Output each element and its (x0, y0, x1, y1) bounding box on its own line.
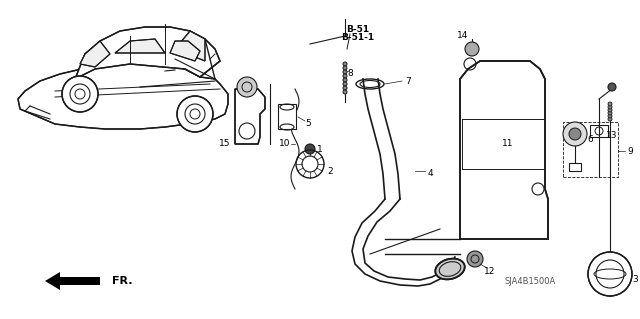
Circle shape (343, 70, 347, 74)
Circle shape (608, 114, 612, 118)
Circle shape (62, 76, 98, 112)
Text: 13: 13 (606, 130, 618, 139)
Circle shape (569, 128, 581, 140)
Text: B-51: B-51 (346, 25, 369, 33)
Bar (563, 122, 618, 177)
Circle shape (237, 77, 257, 97)
Circle shape (465, 42, 479, 56)
Text: 15: 15 (220, 139, 231, 149)
Circle shape (608, 117, 612, 121)
Polygon shape (170, 41, 200, 61)
Bar (590, 125, 608, 137)
Text: 14: 14 (458, 32, 468, 41)
Text: 12: 12 (484, 266, 496, 276)
Polygon shape (115, 39, 165, 53)
Circle shape (588, 252, 632, 296)
Text: 5: 5 (305, 120, 311, 129)
Text: 8: 8 (347, 70, 353, 78)
Polygon shape (235, 89, 265, 144)
Circle shape (608, 108, 612, 112)
Polygon shape (45, 272, 100, 290)
Circle shape (608, 111, 612, 115)
Text: SJA4B1500A: SJA4B1500A (504, 277, 556, 286)
Text: 2: 2 (327, 167, 333, 175)
Circle shape (343, 90, 347, 94)
Polygon shape (175, 31, 205, 61)
Circle shape (563, 122, 587, 146)
Polygon shape (18, 63, 228, 129)
Polygon shape (460, 61, 548, 239)
Polygon shape (75, 27, 220, 79)
Text: 9: 9 (627, 146, 633, 155)
Circle shape (608, 83, 616, 91)
Text: 7: 7 (405, 77, 411, 85)
Text: 6: 6 (587, 135, 593, 144)
Ellipse shape (435, 259, 465, 279)
Text: 4: 4 (427, 169, 433, 179)
Text: 11: 11 (502, 139, 514, 149)
Text: FR.: FR. (112, 276, 132, 286)
Circle shape (343, 62, 347, 66)
Bar (278, 104, 296, 129)
Circle shape (467, 251, 483, 267)
Polygon shape (80, 41, 110, 67)
Text: 1: 1 (317, 145, 323, 153)
Circle shape (343, 74, 347, 78)
Circle shape (608, 105, 612, 109)
Circle shape (343, 66, 347, 70)
Circle shape (177, 96, 213, 132)
Circle shape (343, 86, 347, 90)
Circle shape (305, 144, 315, 154)
Bar (569, 163, 581, 171)
Circle shape (343, 82, 347, 86)
Text: 3: 3 (632, 275, 638, 284)
Circle shape (608, 102, 612, 106)
Text: 10: 10 (279, 139, 291, 149)
Text: B-51-1: B-51-1 (341, 33, 374, 41)
Circle shape (343, 78, 347, 82)
